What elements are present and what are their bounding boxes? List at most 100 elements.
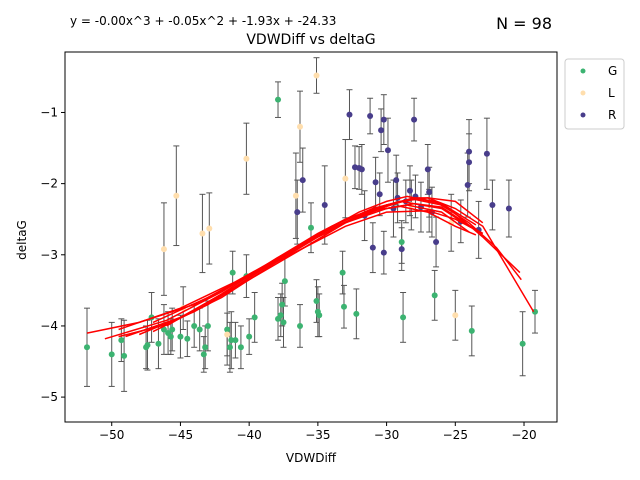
data-point bbox=[121, 352, 128, 359]
data-point bbox=[275, 96, 282, 103]
data-point bbox=[426, 189, 433, 196]
legend-box bbox=[564, 58, 625, 130]
legend: GLR bbox=[564, 58, 625, 130]
data-point bbox=[160, 246, 167, 253]
data-point bbox=[384, 147, 391, 154]
fit-line bbox=[235, 209, 484, 284]
data-point bbox=[167, 333, 174, 340]
data-point bbox=[228, 337, 235, 344]
data-point bbox=[378, 127, 385, 134]
data-point bbox=[299, 177, 306, 184]
data-point bbox=[199, 230, 206, 237]
data-point bbox=[346, 111, 353, 118]
axes-frame bbox=[64, 51, 558, 423]
data-point bbox=[483, 150, 490, 157]
legend-label-G: G bbox=[608, 64, 617, 78]
data-point bbox=[292, 192, 299, 199]
data-point bbox=[505, 205, 512, 212]
data-point bbox=[489, 201, 496, 208]
data-point bbox=[297, 322, 304, 329]
x-tick-label: −35 bbox=[305, 428, 330, 442]
data-point bbox=[202, 344, 209, 351]
data-point bbox=[118, 337, 125, 344]
data-point bbox=[294, 209, 301, 216]
data-point bbox=[229, 269, 236, 276]
x-tick-label: −25 bbox=[443, 428, 468, 442]
data-point bbox=[466, 148, 473, 155]
data-point bbox=[519, 340, 526, 347]
x-axis-label: VDWDiff bbox=[286, 451, 337, 465]
legend-marker-L bbox=[580, 90, 586, 96]
data-point bbox=[246, 333, 253, 340]
y-axis-label: deltaG bbox=[15, 220, 29, 260]
legend-label-L: L bbox=[608, 86, 615, 100]
data-point bbox=[380, 249, 387, 256]
data-point bbox=[232, 337, 239, 344]
data-point bbox=[160, 326, 167, 333]
y-tick-label: −3 bbox=[40, 248, 58, 262]
fit-lines bbox=[86, 195, 535, 340]
x-tick-label: −20 bbox=[511, 428, 536, 442]
data-point bbox=[243, 155, 250, 162]
data-point bbox=[400, 314, 407, 321]
data-point bbox=[340, 303, 347, 310]
data-point bbox=[367, 113, 374, 120]
x-tick-label: −45 bbox=[168, 428, 193, 442]
data-point bbox=[369, 244, 376, 251]
data-point bbox=[424, 166, 431, 173]
data-point bbox=[308, 224, 314, 231]
data-point bbox=[339, 269, 346, 276]
data-point bbox=[108, 351, 115, 358]
data-point bbox=[281, 278, 288, 285]
data-point bbox=[376, 191, 383, 198]
data-point bbox=[313, 72, 320, 79]
data-point bbox=[466, 159, 473, 166]
y-tick-label: −5 bbox=[40, 390, 58, 404]
data-point bbox=[177, 333, 184, 340]
data-point bbox=[316, 312, 323, 319]
data-point bbox=[431, 292, 438, 299]
data-point bbox=[468, 327, 475, 334]
data-point bbox=[393, 177, 400, 184]
data-point bbox=[280, 319, 287, 326]
data-point bbox=[313, 298, 320, 305]
data-point bbox=[83, 344, 90, 351]
data-point bbox=[184, 335, 191, 342]
data-point bbox=[191, 322, 198, 329]
data-point bbox=[372, 179, 379, 186]
data-point bbox=[398, 246, 405, 253]
fit-line bbox=[152, 202, 477, 324]
data-point bbox=[237, 344, 244, 351]
data-point bbox=[464, 182, 471, 189]
legend-marker-G bbox=[580, 68, 586, 74]
data-point bbox=[206, 225, 213, 232]
data-point bbox=[321, 201, 328, 208]
data-point bbox=[224, 326, 231, 333]
fit-equation: y = -0.00x^3 + -0.05x^2 + -1.93x + -24.3… bbox=[70, 14, 336, 28]
x-tick-label: −40 bbox=[236, 428, 261, 442]
y-tick-label: −4 bbox=[40, 319, 58, 333]
x-tick-label: −50 bbox=[99, 428, 124, 442]
sample-count: N = 98 bbox=[496, 14, 552, 33]
fit-line bbox=[118, 204, 470, 331]
data-point bbox=[353, 310, 360, 317]
x-tick-label: −30 bbox=[374, 428, 399, 442]
data-point bbox=[452, 312, 459, 319]
data-point bbox=[155, 340, 162, 347]
data-point bbox=[433, 238, 440, 245]
data-point bbox=[380, 116, 387, 123]
data-point bbox=[279, 301, 286, 308]
data-point bbox=[342, 175, 349, 182]
data-point bbox=[204, 322, 211, 329]
data-point bbox=[224, 331, 231, 338]
data-point bbox=[406, 187, 413, 194]
data-point bbox=[169, 326, 176, 333]
data-point bbox=[200, 351, 207, 358]
data-point bbox=[196, 326, 203, 333]
data-point bbox=[297, 123, 304, 130]
plot-area: −50 −45 −40 −35 −30 −25 −20 −5 −4 −3 −2 −1 bbox=[40, 51, 558, 442]
data-point bbox=[251, 314, 258, 321]
data-point bbox=[358, 166, 365, 173]
data-point bbox=[144, 342, 151, 349]
